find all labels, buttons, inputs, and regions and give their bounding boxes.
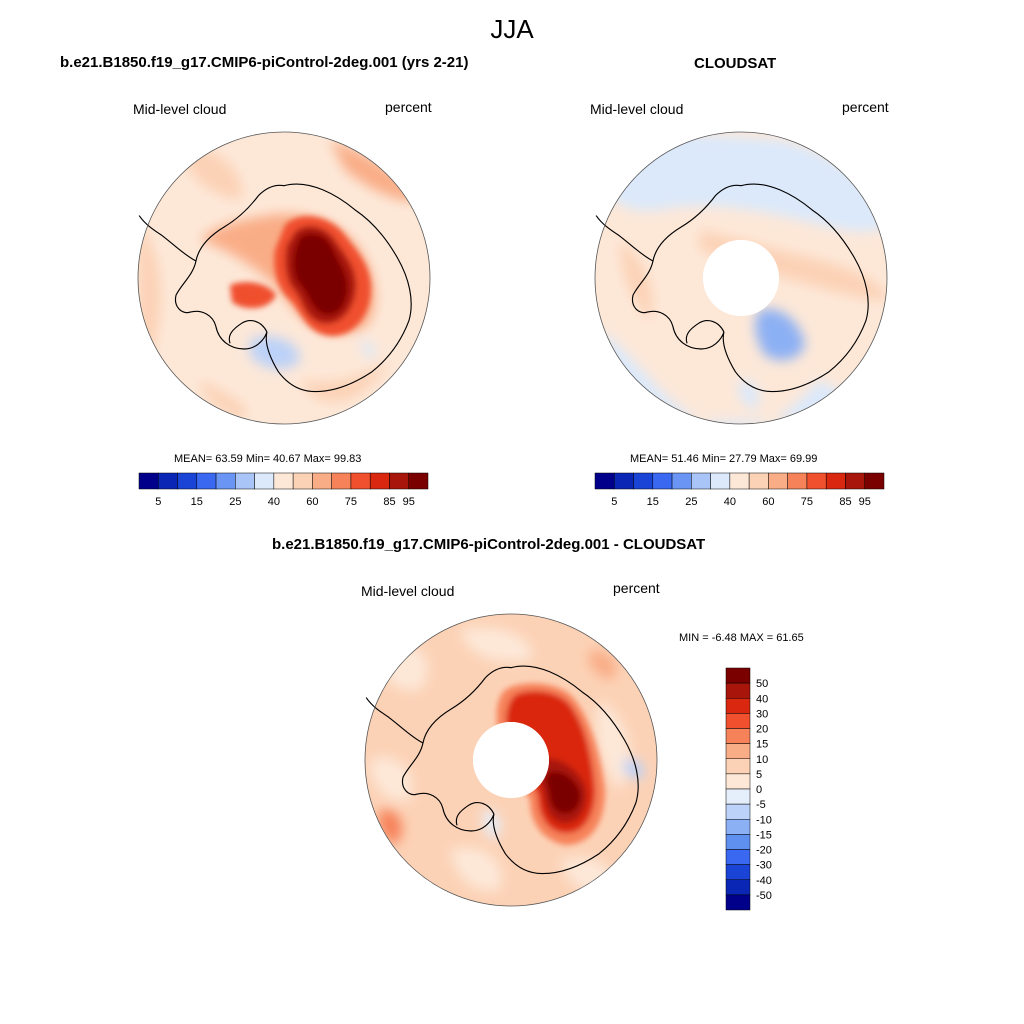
panel-title-model: b.e21.B1850.f19_g17.CMIP6-piControl-2deg… [60, 54, 469, 71]
colorbar-swatch [725, 713, 751, 729]
map-diff [364, 613, 658, 907]
colorbar-swatch [215, 472, 236, 490]
colorbar-model: 5 15 25 40 60 75 85 95 [138, 472, 429, 508]
panel-diff-units-label: percent [613, 580, 660, 596]
colorbar-tick-label: 20 [756, 724, 768, 736]
colorbar-tick-label: 5 [611, 496, 617, 508]
colorbar-tick-label: 5 [756, 769, 762, 781]
colorbar-swatch [725, 834, 751, 850]
colorbar-tick-label: 5 [155, 496, 161, 508]
colorbar-tick-label: -20 [756, 845, 772, 857]
colorbar-tick-label: 85 [383, 496, 395, 508]
colorbar-tick-label: 15 [756, 739, 768, 751]
colorbar-tick-label: 75 [345, 496, 357, 508]
colorbar-swatch [725, 788, 751, 805]
colorbar-swatch [408, 472, 429, 490]
map-model [137, 131, 431, 425]
colorbar-swatch [787, 472, 808, 490]
colorbar-swatch [729, 472, 750, 490]
colorbar-swatch [235, 472, 255, 490]
colorbar-swatch [725, 667, 751, 684]
colorbar-swatch [725, 698, 751, 714]
panel-obs-variable-label: Mid-level cloud [590, 101, 684, 117]
colorbar-swatch [350, 472, 371, 490]
colorbar-tick-label: 95 [403, 496, 415, 508]
colorbar-swatch [369, 472, 390, 490]
panel-model-units-label: percent [385, 99, 432, 115]
panel-model-stats: MEAN= 63.59 Min= 40.67 Max= 99.83 [174, 453, 362, 465]
colorbar-swatch [331, 472, 352, 490]
colorbar-swatch [691, 472, 711, 490]
colorbar-swatch [725, 803, 751, 820]
colorbar-swatch [725, 819, 751, 835]
colorbar-swatch [725, 894, 751, 911]
colorbar-swatch [768, 472, 788, 490]
colorbar-swatch [725, 864, 751, 880]
colorbar-tick-label: 85 [839, 496, 851, 508]
colorbar-swatch [196, 472, 217, 490]
colorbar-tick-label: 30 [756, 708, 768, 720]
colorbar-tick-label: 25 [229, 496, 241, 508]
colorbar-swatch [158, 472, 178, 490]
colorbar-tick-label: 95 [859, 496, 871, 508]
figure-title: JJA [490, 14, 534, 44]
colorbar-swatch [177, 472, 198, 490]
colorbar-swatch [138, 472, 159, 490]
colorbar-swatch [725, 743, 751, 759]
colorbar-swatch [633, 472, 654, 490]
panel-title-obs: CLOUDSAT [694, 55, 777, 72]
colorbar-swatch [652, 472, 673, 490]
colorbar-tick-label: 15 [191, 496, 203, 508]
colorbar-tick-label: -15 [756, 829, 772, 841]
colorbar-swatch [825, 472, 846, 490]
colorbar-swatch [748, 472, 769, 490]
colorbar-swatch [254, 472, 275, 490]
panel-obs-stats: MEAN= 51.46 Min= 27.79 Max= 69.99 [630, 453, 818, 465]
colorbar-tick-label: 10 [756, 754, 768, 766]
colorbar-swatch [864, 472, 885, 490]
colorbar-swatch [614, 472, 634, 490]
panel-title-diff: b.e21.B1850.f19_g17.CMIP6-piControl-2deg… [272, 536, 706, 553]
colorbar-tick-label: 60 [306, 496, 318, 508]
colorbar-swatch [312, 472, 332, 490]
colorbar-tick-label: 40 [724, 496, 736, 508]
colorbar-swatch [671, 472, 692, 490]
colorbar-tick-label: 60 [762, 496, 774, 508]
colorbar-tick-label: -50 [756, 890, 772, 902]
colorbar-tick-label: -5 [756, 799, 766, 811]
colorbar-tick-label: 75 [801, 496, 813, 508]
panel-obs-units-label: percent [842, 99, 889, 115]
colorbar-swatch [292, 472, 313, 490]
colorbar-swatch [725, 773, 751, 790]
colorbar-tick-label: -40 [756, 875, 772, 887]
colorbar-swatch [273, 472, 294, 490]
colorbar-tick-label: 0 [756, 784, 762, 796]
colorbar-tick-label: -10 [756, 814, 772, 826]
map-obs [594, 131, 888, 425]
colorbar-tick-label: 50 [756, 678, 768, 690]
colorbar-swatch [725, 682, 751, 699]
colorbar-swatch [806, 472, 827, 490]
colorbar-swatch [710, 472, 731, 490]
colorbar-swatch [594, 472, 615, 490]
panel-diff-variable-label: Mid-level cloud [361, 583, 455, 599]
panel-model-variable-label: Mid-level cloud [133, 101, 227, 117]
colorbar-swatch [725, 849, 751, 865]
colorbar-swatch [845, 472, 865, 490]
colorbar-obs: 5 15 25 40 60 75 85 95 [594, 472, 885, 508]
colorbar-swatch [725, 728, 751, 744]
colorbar-swatch [725, 879, 751, 896]
colorbar-swatch [725, 758, 751, 775]
colorbar-tick-label: -30 [756, 860, 772, 872]
panel-diff-stats: MIN = -6.48 MAX = 61.65 [679, 632, 804, 644]
colorbar-tick-label: 40 [756, 693, 768, 705]
colorbar-tick-label: 25 [685, 496, 697, 508]
colorbar-tick-label: 40 [268, 496, 280, 508]
colorbar-swatch [389, 472, 409, 490]
colorbar-tick-label: 15 [647, 496, 659, 508]
